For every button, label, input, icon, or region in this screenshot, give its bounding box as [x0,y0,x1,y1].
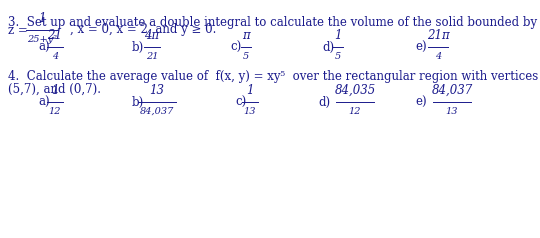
Text: b): b) [132,95,144,109]
Text: 1: 1 [246,84,254,97]
Text: 3.  Set up and evaluate a double integral to calculate the volume of the solid b: 3. Set up and evaluate a double integral… [8,16,540,29]
Text: , x = 0, x = 2, and y ≥ 0.: , x = 0, x = 2, and y ≥ 0. [70,24,217,36]
Text: 13: 13 [244,107,256,116]
Text: 13: 13 [150,84,165,97]
Text: a): a) [38,95,50,109]
Text: 12: 12 [349,107,361,116]
Text: 84,037: 84,037 [140,107,174,116]
Text: 84,035: 84,035 [334,84,376,97]
Text: 4π: 4π [144,29,160,42]
Text: e): e) [415,95,427,109]
Text: 1: 1 [334,29,342,42]
Text: e): e) [415,40,427,54]
Text: 4: 4 [435,52,441,61]
Text: 4.  Calculate the average value of  f(x, y) = xy⁵  over the rectangular region w: 4. Calculate the average value of f(x, y… [8,70,540,83]
Text: 12: 12 [49,107,61,116]
Text: 21π: 21π [427,29,449,42]
Text: b): b) [132,40,144,54]
Text: z =: z = [8,24,31,36]
Text: 21: 21 [146,52,158,61]
Text: π: π [242,29,250,42]
Text: 25+y²: 25+y² [27,35,57,44]
Text: 84,037: 84,037 [431,84,472,97]
Text: 5: 5 [335,52,341,61]
Text: c): c) [235,95,246,109]
Text: (5,7), and (0,7).: (5,7), and (0,7). [8,83,101,96]
Text: 21: 21 [48,29,63,42]
Text: 1: 1 [38,12,46,25]
Text: a): a) [38,40,50,54]
Text: 5: 5 [243,52,249,61]
Text: d): d) [318,95,330,109]
Text: 1: 1 [51,84,59,97]
Text: d): d) [322,40,334,54]
Text: c): c) [230,40,241,54]
Text: 4: 4 [52,52,58,61]
Text: 13: 13 [446,107,458,116]
